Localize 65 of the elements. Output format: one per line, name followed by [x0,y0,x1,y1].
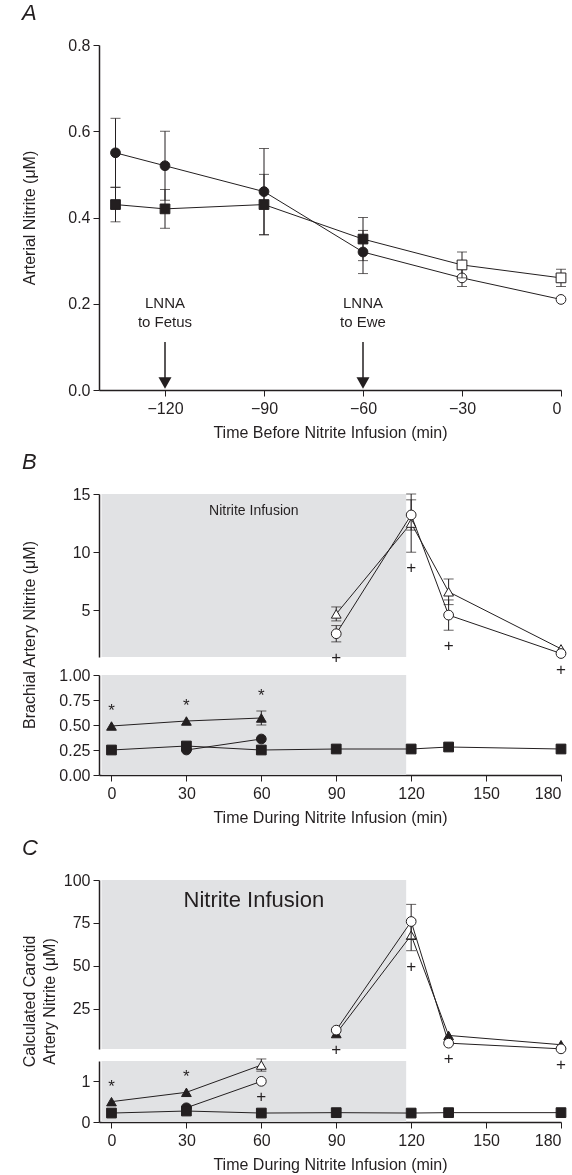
y-tick-label: 0.4 [68,209,91,226]
x-tick-label: 150 [473,1131,501,1149]
y-tick-label: 0.2 [68,295,91,313]
x-tick-label: 60 [252,784,271,802]
x-axis-title: Time During Nitrite Infusion (min) [213,1155,448,1173]
annotation: * [108,1076,116,1096]
y-tick-label: 50 [72,957,91,975]
x-tick-label: 120 [398,1131,426,1149]
ref-line-label: LNNA to Ewe [340,294,386,330]
y-tick-label: 15 [72,485,91,503]
x-tick-label: 120 [398,784,426,802]
x-tick-label: 60 [252,1131,271,1149]
x-tick-label: −120 [147,399,184,417]
y-tick-label: 0.0 [68,381,91,399]
annotation: + [443,636,454,656]
band-label: Nitrite Infusion [209,502,299,518]
x-tick-label: 90 [327,784,346,802]
annotation: + [556,659,567,679]
y-axis-title: Calculated Carotid Artery Nitrite (μM) [20,935,58,1068]
x-axis-title: Time During Nitrite Infusion (min) [213,808,448,826]
annotation: + [406,558,417,578]
ref-line-label: LNNA to Fetus [137,294,193,330]
y-tick-label: 1.00 [59,666,91,684]
y-tick-label: 0 [81,1113,91,1131]
annotation: * [183,1067,191,1087]
annotation: + [331,1039,342,1059]
x-tick-label: −90 [250,399,279,417]
x-tick-label: 30 [178,1131,196,1149]
x-tick-label: −60 [349,399,378,417]
x-tick-label: 90 [327,1131,346,1149]
annotation: + [256,1087,267,1107]
y-axis-title: Arterial Nitrite (μM) [20,150,38,286]
y-tick-label: 100 [63,871,91,889]
x-tick-label: 0 [107,784,117,802]
y-tick-label: 0.50 [59,716,91,734]
y-tick-label: 0.75 [59,691,91,709]
y-tick-label: 1 [81,1072,91,1090]
y-axis-title: Brachial Artery Nitrite (μM) [20,541,38,729]
x-tick-label: −30 [448,399,477,417]
y-tick-label: 0.8 [68,36,91,54]
x-tick-label: 30 [178,784,196,802]
y-tick-label: 0.25 [59,741,91,759]
x-tick-label: 150 [473,784,501,802]
x-tick-label: 180 [534,1131,562,1149]
y-tick-label: 0.00 [59,766,91,784]
y-tick-label: 10 [72,543,91,561]
annotation: + [331,647,342,667]
x-tick-label: 0 [552,399,562,417]
y-tick-label: 75 [72,914,91,932]
band-label: Nitrite Infusion [183,887,325,912]
annotation: + [556,1054,567,1074]
chart-title: C [22,835,38,860]
x-tick-label: 180 [534,784,562,802]
y-tick-label: 25 [72,1000,91,1018]
annotation: * [258,686,266,705]
annotation: + [406,956,417,976]
annotation: + [443,1049,454,1069]
x-axis-title: Time Before Nitrite Infusion (min) [213,423,448,441]
chart-title: B [22,449,37,474]
x-tick-label: 0 [107,1131,117,1149]
y-tick-label: 0.6 [68,122,91,140]
chart-title: A [20,0,37,25]
annotation: * [108,701,116,720]
annotation: * [183,696,191,715]
y-tick-label: 5 [81,601,91,619]
